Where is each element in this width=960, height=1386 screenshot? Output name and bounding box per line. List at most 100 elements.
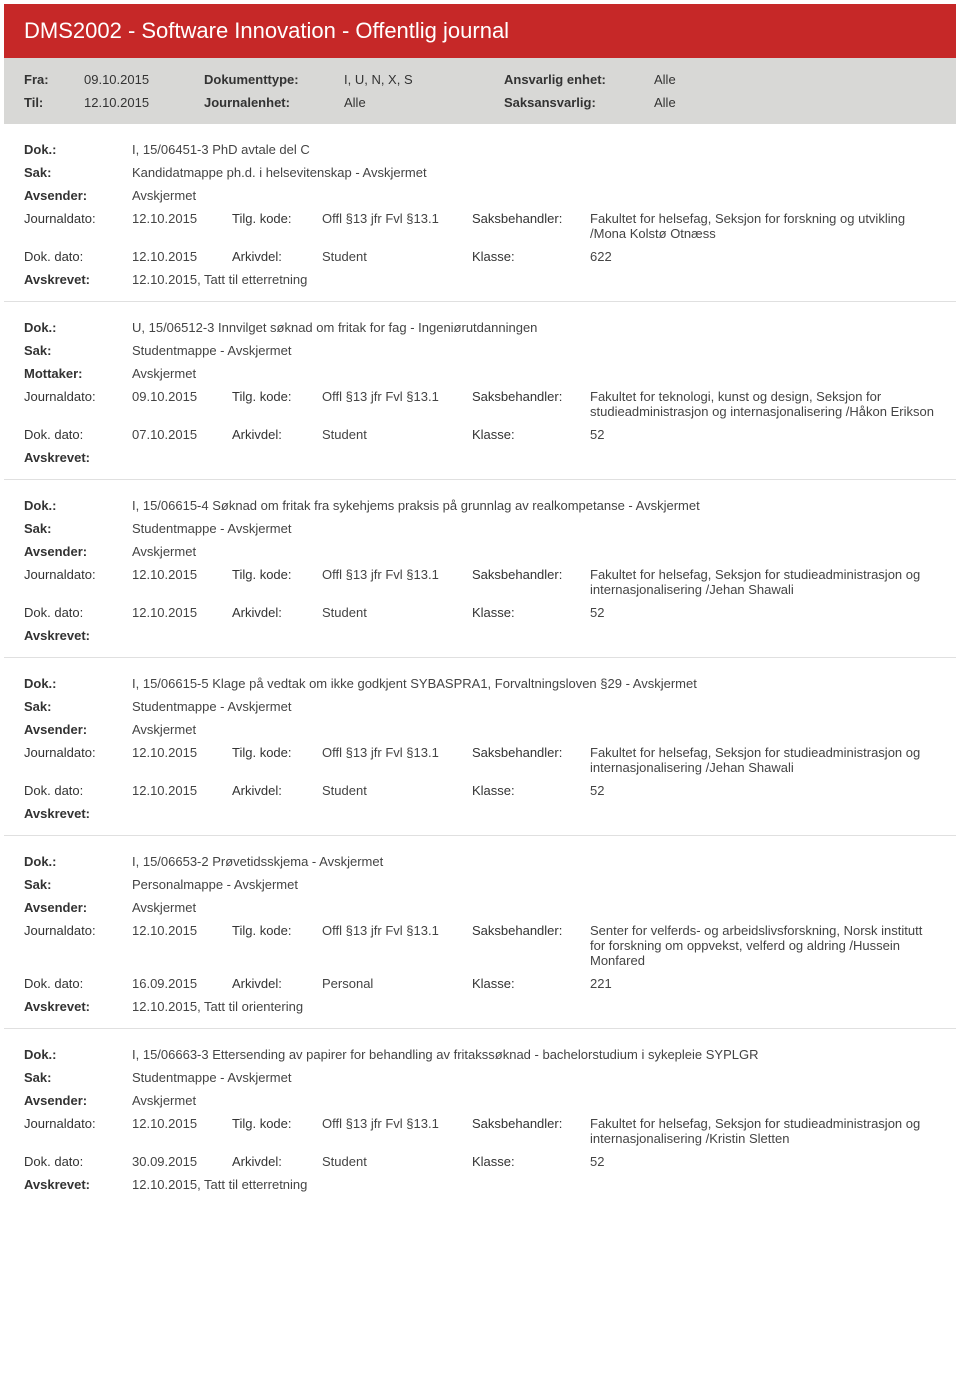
avskrevet-label: Avskrevet: (24, 999, 132, 1014)
saksbehandler-value: Fakultet for teknologi, kunst og design,… (590, 389, 936, 419)
avskrevet-value: 12.10.2015, Tatt til etterretning (132, 1177, 936, 1192)
sak-value: Personalmappe - Avskjermet (132, 877, 936, 892)
dok-label: Dok.: (24, 676, 132, 691)
klasse-label: Klasse: (472, 783, 590, 798)
dok-value: I, 15/06451-3 PhD avtale del C (132, 142, 936, 157)
dokdato-label: Dok. dato: (24, 427, 132, 442)
dokdato-label: Dok. dato: (24, 976, 132, 991)
ansvarlig-value: Alle (654, 72, 676, 87)
klasse-value: 221 (590, 976, 936, 991)
saksbehandler-label: Saksbehandler: (472, 745, 590, 760)
party-value: Avskjermet (132, 900, 936, 915)
dokdato-value: 16.09.2015 (132, 976, 232, 991)
saksbehandler-value: Fakultet for helsefag, Seksjon for studi… (590, 567, 936, 597)
sak-value: Studentmappe - Avskjermet (132, 521, 936, 536)
dok-label: Dok.: (24, 1047, 132, 1062)
avskrevet-label: Avskrevet: (24, 272, 132, 287)
journaldato-label: Journaldato: (24, 1116, 132, 1131)
arkivdel-value: Student (322, 1154, 472, 1169)
tilgkode-label: Tilg. kode: (232, 745, 322, 760)
tilgkode-value: Offl §13 jfr Fvl §13.1 (322, 923, 472, 938)
journal-entry: Dok.: I, 15/06663-3 Ettersending av papi… (4, 1028, 956, 1206)
journal-entry: Dok.: I, 15/06615-4 Søknad om fritak fra… (4, 479, 956, 657)
party-label: Avsender: (24, 188, 132, 203)
journaldato-label: Journaldato: (24, 389, 132, 404)
ansvarlig-label: Ansvarlig enhet: (504, 72, 654, 87)
arkivdel-label: Arkivdel: (232, 783, 322, 798)
party-label: Mottaker: (24, 366, 132, 381)
arkivdel-label: Arkivdel: (232, 976, 322, 991)
dok-label: Dok.: (24, 498, 132, 513)
klasse-value: 52 (590, 605, 936, 620)
dokdato-value: 12.10.2015 (132, 249, 232, 264)
klasse-value: 622 (590, 249, 936, 264)
dokdato-value: 30.09.2015 (132, 1154, 232, 1169)
dok-label: Dok.: (24, 142, 132, 157)
tilgkode-label: Tilg. kode: (232, 211, 322, 226)
filter-bar: Fra: 09.10.2015 Dokumenttype: I, U, N, X… (4, 58, 956, 124)
avskrevet-label: Avskrevet: (24, 806, 132, 821)
page-title: DMS2002 - Software Innovation - Offentli… (24, 18, 509, 43)
tilgkode-value: Offl §13 jfr Fvl §13.1 (322, 389, 472, 404)
tilgkode-label: Tilg. kode: (232, 389, 322, 404)
dokdato-label: Dok. dato: (24, 249, 132, 264)
party-value: Avskjermet (132, 366, 936, 381)
journaldato-label: Journaldato: (24, 745, 132, 760)
party-value: Avskjermet (132, 188, 936, 203)
klasse-value: 52 (590, 1154, 936, 1169)
saksbehandler-value: Fakultet for helsefag, Seksjon for studi… (590, 745, 936, 775)
klasse-label: Klasse: (472, 605, 590, 620)
dok-value: I, 15/06663-3 Ettersending av papirer fo… (132, 1047, 936, 1062)
journaldato-value: 12.10.2015 (132, 745, 232, 760)
avskrevet-label: Avskrevet: (24, 628, 132, 643)
saks-label: Saksansvarlig: (504, 95, 654, 110)
sak-value: Studentmappe - Avskjermet (132, 1070, 936, 1085)
arkivdel-label: Arkivdel: (232, 249, 322, 264)
avskrevet-value: 12.10.2015, Tatt til etterretning (132, 272, 936, 287)
saksbehandler-value: Fakultet for helsefag, Seksjon for studi… (590, 1116, 936, 1146)
saksbehandler-label: Saksbehandler: (472, 1116, 590, 1131)
klasse-value: 52 (590, 783, 936, 798)
journaldato-label: Journaldato: (24, 567, 132, 582)
tilgkode-label: Tilg. kode: (232, 1116, 322, 1131)
journal-entry: Dok.: U, 15/06512-3 Innvilget søknad om … (4, 301, 956, 479)
klasse-label: Klasse: (472, 249, 590, 264)
fra-value: 09.10.2015 (84, 72, 204, 87)
saksbehandler-label: Saksbehandler: (472, 389, 590, 404)
dokdato-label: Dok. dato: (24, 605, 132, 620)
party-value: Avskjermet (132, 1093, 936, 1108)
avskrevet-value: 12.10.2015, Tatt til orientering (132, 999, 936, 1014)
party-label: Avsender: (24, 900, 132, 915)
dokdato-value: 12.10.2015 (132, 605, 232, 620)
til-label: Til: (24, 95, 84, 110)
avskrevet-label: Avskrevet: (24, 450, 132, 465)
page-header: DMS2002 - Software Innovation - Offentli… (4, 4, 956, 58)
dok-value: U, 15/06512-3 Innvilget søknad om fritak… (132, 320, 936, 335)
journaldato-value: 12.10.2015 (132, 923, 232, 938)
sak-value: Kandidatmappe ph.d. i helsevitenskap - A… (132, 165, 936, 180)
arkivdel-value: Student (322, 427, 472, 442)
klasse-label: Klasse: (472, 427, 590, 442)
saksbehandler-value: Fakultet for helsefag, Seksjon for forsk… (590, 211, 936, 241)
doktype-label: Dokumenttype: (204, 72, 344, 87)
party-value: Avskjermet (132, 544, 936, 559)
journaldato-value: 12.10.2015 (132, 1116, 232, 1131)
fra-label: Fra: (24, 72, 84, 87)
dok-value: I, 15/06653-2 Prøvetidsskjema - Avskjerm… (132, 854, 936, 869)
dokdato-value: 07.10.2015 (132, 427, 232, 442)
dok-label: Dok.: (24, 854, 132, 869)
sak-value: Studentmappe - Avskjermet (132, 699, 936, 714)
dokdato-label: Dok. dato: (24, 783, 132, 798)
sak-label: Sak: (24, 877, 132, 892)
journal-entry: Dok.: I, 15/06653-2 Prøvetidsskjema - Av… (4, 835, 956, 1028)
klasse-value: 52 (590, 427, 936, 442)
sak-label: Sak: (24, 699, 132, 714)
tilgkode-value: Offl §13 jfr Fvl §13.1 (322, 567, 472, 582)
sak-label: Sak: (24, 343, 132, 358)
journaldato-label: Journaldato: (24, 923, 132, 938)
arkivdel-label: Arkivdel: (232, 427, 322, 442)
dok-label: Dok.: (24, 320, 132, 335)
doktype-value: I, U, N, X, S (344, 72, 504, 87)
sak-label: Sak: (24, 521, 132, 536)
arkivdel-label: Arkivdel: (232, 605, 322, 620)
